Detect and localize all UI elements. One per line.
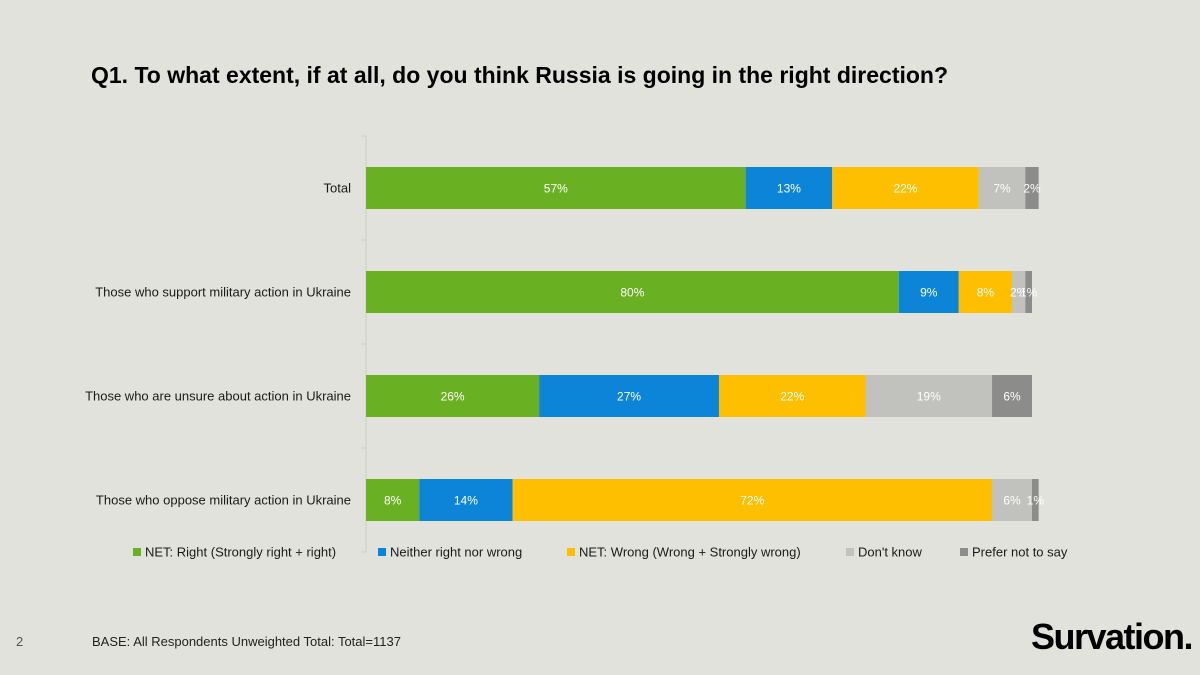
bar-segment — [745, 167, 833, 209]
data-label: 1% — [1020, 286, 1038, 300]
survation-logo: Survation. — [1030, 616, 1194, 657]
bar-segment — [992, 479, 1032, 521]
data-label: 72% — [740, 494, 764, 508]
data-label: 14% — [454, 494, 478, 508]
bar-segment — [512, 479, 993, 521]
category-label: Those who are unsure about action in Ukr… — [85, 389, 351, 404]
bar-segment — [539, 375, 719, 417]
data-label: 19% — [917, 390, 941, 404]
data-label: 2% — [1023, 182, 1041, 196]
data-label: 2% — [1010, 286, 1028, 300]
data-label: 1% — [1027, 494, 1045, 508]
data-label: 80% — [620, 286, 644, 300]
data-label: 27% — [617, 390, 641, 404]
legend-swatch — [133, 548, 141, 556]
category-label: Those who oppose military action in Ukra… — [96, 493, 351, 508]
legend-item: NET: Right (Strongly right + right) — [145, 545, 336, 560]
data-label: 7% — [993, 182, 1011, 196]
data-label: 6% — [1003, 494, 1021, 508]
legend-swatch — [960, 548, 968, 556]
data-label: 8% — [384, 494, 402, 508]
category-label: Those who support military action in Ukr… — [95, 285, 351, 300]
legend-swatch — [378, 548, 386, 556]
bar-segment — [1025, 271, 1032, 313]
base-note: BASE: All Respondents Unweighted Total: … — [92, 634, 401, 649]
bar-segment — [718, 375, 866, 417]
category-label: Total — [324, 181, 352, 196]
legend-item: Prefer not to say — [972, 545, 1068, 560]
bar-segment — [419, 479, 513, 521]
bar-segment — [366, 271, 899, 313]
page-title: Q1. To what extent, if at all, do you th… — [91, 62, 949, 88]
legend-swatch — [846, 548, 854, 556]
legend-swatch — [567, 548, 575, 556]
data-label: 9% — [920, 286, 938, 300]
bar-segment — [366, 167, 746, 209]
data-label: 26% — [441, 390, 465, 404]
bar-segment — [1032, 479, 1039, 521]
bar-segment — [958, 271, 1013, 313]
data-label: 22% — [893, 182, 917, 196]
bar-segment — [832, 167, 979, 209]
legend-item: Don't know — [858, 545, 923, 560]
data-label: 57% — [544, 182, 568, 196]
bar-segment — [898, 271, 959, 313]
bar-segment — [1012, 271, 1026, 313]
bar-segment — [1025, 167, 1039, 209]
bar-segment — [366, 375, 540, 417]
bar-segment — [978, 167, 1026, 209]
data-label: 13% — [777, 182, 801, 196]
bar-segment — [992, 375, 1032, 417]
data-label: 22% — [780, 390, 804, 404]
data-label: 8% — [977, 286, 995, 300]
legend-item: Neither right nor wrong — [390, 545, 522, 560]
page-number: 2 — [16, 634, 24, 649]
data-label: 6% — [1003, 390, 1021, 404]
legend-item: NET: Wrong (Wrong + Strongly wrong) — [579, 545, 801, 560]
bar-segment — [865, 375, 993, 417]
bar-segment — [366, 479, 420, 521]
